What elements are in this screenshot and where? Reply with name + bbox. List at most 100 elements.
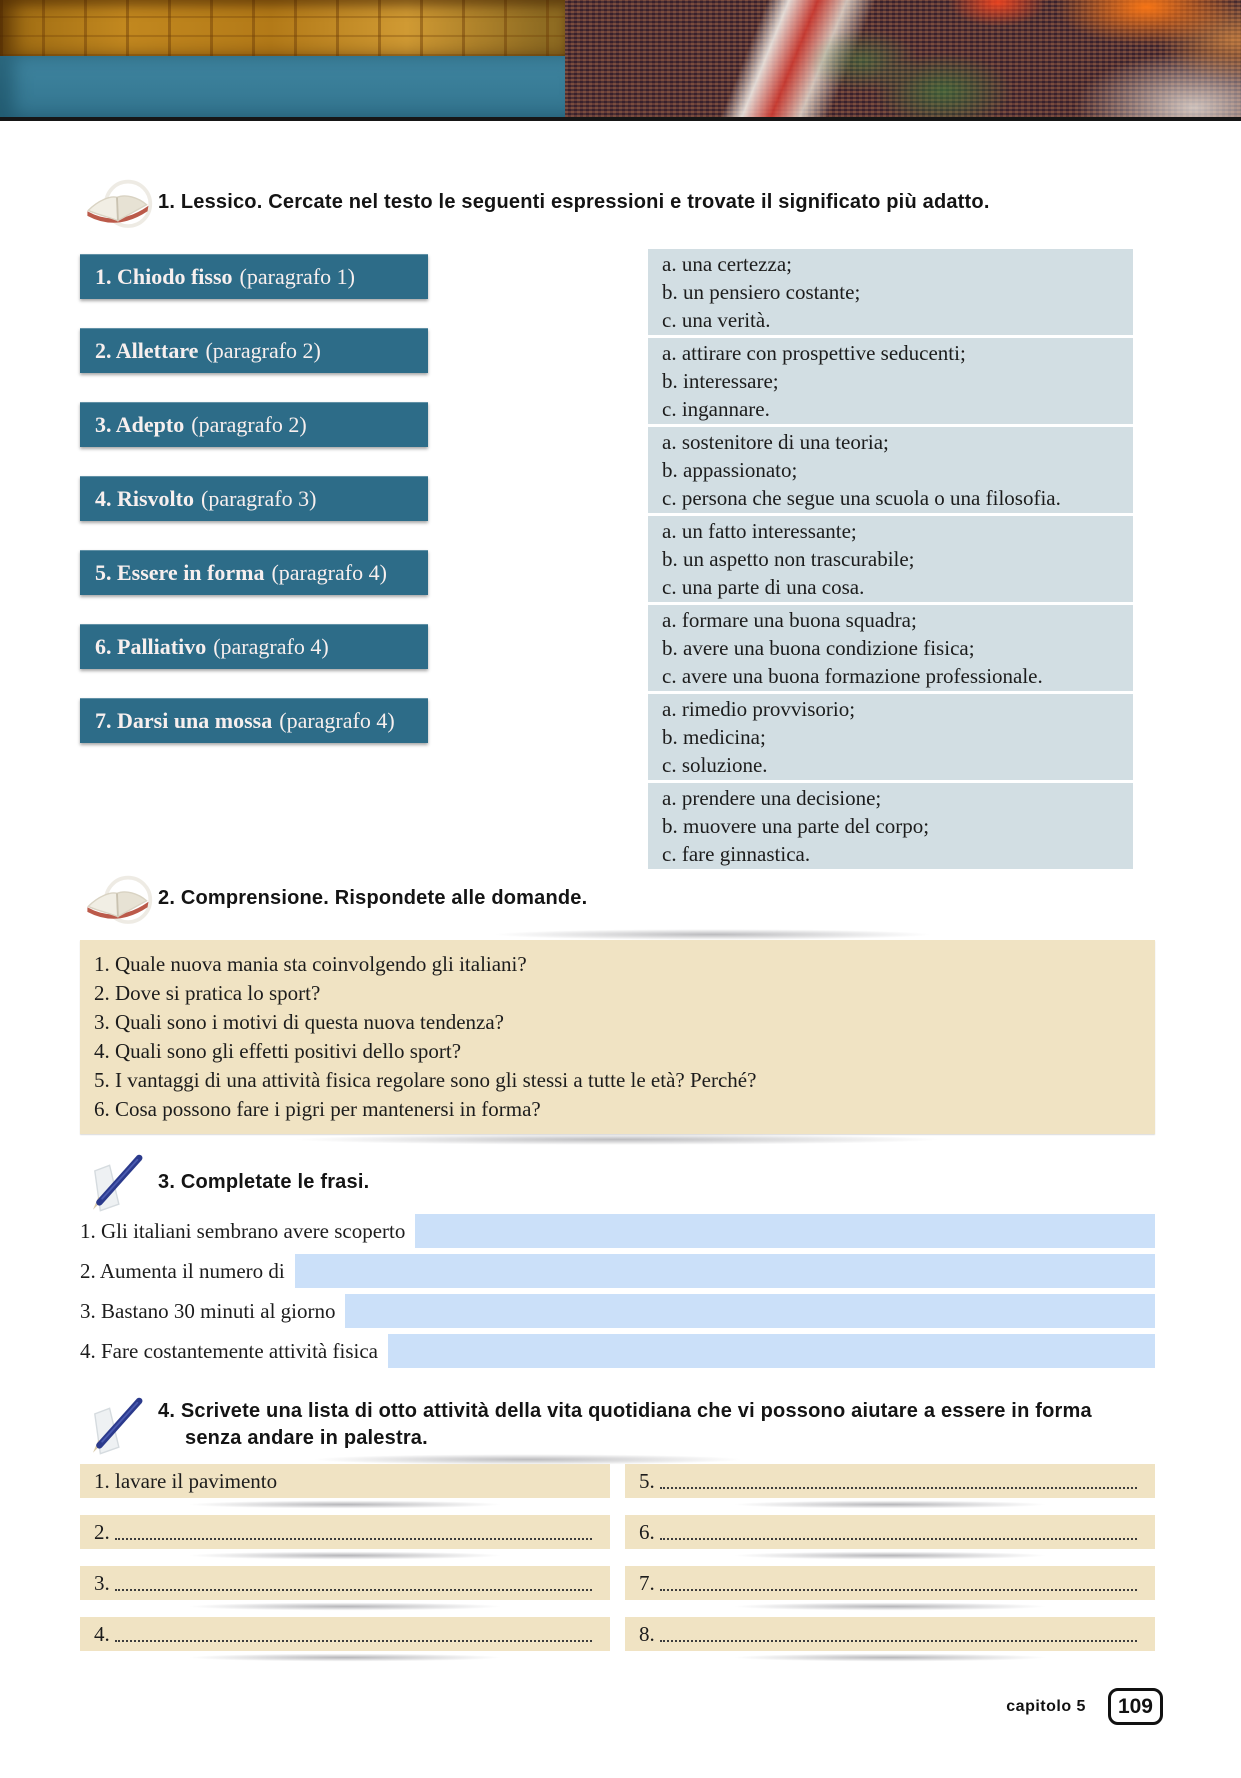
pencil-icon	[92, 1397, 143, 1455]
answer-blank[interactable]	[345, 1294, 1155, 1328]
exercise2-header: 2. Comprensione. Rispondete alle domande…	[80, 864, 1155, 932]
exercise3-title: 3. Completate le frasi.	[158, 1170, 370, 1193]
definition-box: a. prendere una decisione; b. muovere un…	[648, 783, 1133, 869]
question-item: 6. Cosa possono fare i pigri per mantene…	[94, 1097, 541, 1121]
question-item: 1. Quale nuova mania sta coinvolgendo gl…	[94, 952, 527, 976]
definition-box: a. formare una buona squadra; b. avere u…	[648, 605, 1133, 691]
fill-row: 3. Bastano 30 minuti al giorno	[80, 1294, 1155, 1328]
definition-option[interactable]: c. una parte di una cosa.	[662, 575, 865, 599]
definition-option[interactable]: b. interessare;	[662, 369, 779, 393]
dotted-leader	[659, 1640, 1137, 1642]
list-item[interactable]: 7.	[625, 1566, 1155, 1612]
terms-column: 1. Chiodo fisso (paragrafo 1) 2. Allettar…	[80, 249, 428, 872]
teal-band	[0, 56, 565, 117]
fill-row: 1. Gli italiani sembrano avere scoperto	[80, 1214, 1155, 1248]
definition-box: a. rimedio provvisorio; b. medicina; c. …	[648, 694, 1133, 780]
page-footer: capitolo 5 109	[1006, 1688, 1163, 1725]
question-item: 4. Quali sono gli effetti positivi dello…	[94, 1039, 462, 1063]
dotted-leader	[659, 1538, 1137, 1540]
list-item-label: 5.	[639, 1468, 655, 1493]
term-box: 5. Essere in forma (paragrafo 4)	[80, 550, 428, 595]
definition-option[interactable]: b. un aspetto non trascurabile;	[662, 547, 915, 571]
definition-box: a. attirare con prospettive seducenti; b…	[648, 338, 1133, 424]
stadium-crowd-image	[565, 0, 1241, 117]
list-item-label: 7.	[639, 1570, 655, 1595]
question-item: 2. Dove si pratica lo sport?	[94, 981, 321, 1005]
term-paragraph: (paragrafo 4)	[271, 559, 387, 585]
dotted-leader	[114, 1538, 592, 1540]
dotted-leader	[659, 1487, 1137, 1489]
answer-blank[interactable]	[387, 1334, 1155, 1368]
list-item-label: 1. lavare il pavimento	[94, 1468, 278, 1493]
pencil-icon	[92, 1154, 143, 1212]
list-item[interactable]: 2.	[80, 1515, 610, 1561]
definition-option[interactable]: c. persona che segue una scuola o una fi…	[662, 486, 1061, 510]
exercise3-header: 3. Completate le frasi.	[80, 1150, 1155, 1214]
term-label: 6. Palliativo	[95, 633, 207, 659]
term-paragraph: (paragrafo 3)	[201, 485, 317, 511]
term-label: 3. Adepto	[95, 411, 185, 437]
question-item: 3. Quali sono i motivi di questa nuova t…	[94, 1010, 504, 1034]
exercise4-title: 4. Scrivete una lista di otto attività d…	[158, 1400, 1092, 1449]
definition-box: a. una certezza; b. un pensiero costante…	[648, 249, 1133, 335]
brick-wall-image	[0, 0, 565, 56]
definition-option[interactable]: b. muovere una parte del corpo;	[662, 814, 930, 838]
page-number-badge: 109	[1107, 1688, 1163, 1725]
definition-box: a. sostenitore di una teoria; b. appassi…	[648, 427, 1133, 513]
list-item[interactable]: 5.	[625, 1464, 1155, 1510]
definition-option[interactable]: b. medicina;	[662, 725, 766, 749]
definition-option[interactable]: a. prendere una decisione;	[662, 786, 882, 810]
term-label: 2. Allettare	[95, 337, 199, 363]
answer-blank[interactable]	[294, 1254, 1155, 1288]
definition-option[interactable]: c. soluzione.	[662, 753, 768, 777]
chapter-label: capitolo 5	[1006, 1697, 1086, 1715]
dotted-leader	[114, 1640, 592, 1642]
exercise4-header: 4. Scrivete una lista di otto attività d…	[80, 1390, 1155, 1460]
definition-option[interactable]: a. rimedio provvisorio;	[662, 697, 856, 721]
open-book-icon	[87, 179, 153, 228]
questions-box: 1. Quale nuova mania sta coinvolgendo gl…	[80, 940, 1155, 1134]
definition-option[interactable]: c. ingannare.	[662, 397, 770, 421]
definition-option[interactable]: c. fare ginnastica.	[662, 842, 811, 866]
list-item-label: 4.	[94, 1621, 110, 1646]
term-box: 6. Palliativo (paragrafo 4)	[80, 624, 428, 669]
fill-row: 2. Aumenta il numero di	[80, 1254, 1155, 1288]
definition-option[interactable]: a. attirare con prospettive seducenti;	[662, 341, 966, 365]
term-box: 7. Darsi una mossa (paragrafo 4)	[80, 698, 428, 743]
definition-option[interactable]: b. appassionato;	[662, 458, 798, 482]
page-content: 1. Lessico. Cercate nel testo le seguent…	[80, 121, 1155, 1663]
definition-option[interactable]: b. avere una buona condizione fisica;	[662, 636, 975, 660]
list-item[interactable]: 3.	[80, 1566, 610, 1612]
list-item[interactable]: 1. lavare il pavimento	[80, 1464, 610, 1510]
term-label: 4. Risvolto	[95, 485, 194, 511]
term-paragraph: (paragrafo 2)	[205, 337, 321, 363]
term-label: 5. Essere in forma	[95, 559, 265, 585]
matching-exercise: 1. Chiodo fisso (paragrafo 1) 2. Allettar…	[80, 249, 1155, 872]
sentence-stem: 3. Bastano 30 minuti al giorno	[80, 1298, 336, 1323]
list-item[interactable]: 6.	[625, 1515, 1155, 1561]
column-gap	[428, 249, 648, 872]
term-paragraph: (paragrafo 4)	[213, 633, 329, 659]
dotted-leader	[114, 1589, 592, 1591]
definition-option[interactable]: a. formare una buona squadra;	[662, 608, 917, 632]
dotted-leader	[659, 1589, 1137, 1591]
exercise1-title: 1. Lessico. Cercate nel testo le seguent…	[158, 190, 990, 213]
exercise1-header: 1. Lessico. Cercate nel testo le seguent…	[80, 163, 1155, 241]
list-item[interactable]: 8.	[625, 1617, 1155, 1663]
term-paragraph: (paragrafo 1)	[239, 263, 355, 289]
definition-box: a. un fatto interessante; b. un aspetto …	[648, 516, 1133, 602]
definition-option[interactable]: a. sostenitore di una teoria;	[662, 430, 889, 454]
answer-blank[interactable]	[415, 1214, 1155, 1248]
definition-option[interactable]: a. un fatto interessante;	[662, 519, 857, 543]
term-paragraph: (paragrafo 4)	[279, 707, 395, 733]
open-book-icon	[87, 875, 153, 924]
header-left-panel	[0, 0, 565, 117]
definition-option[interactable]: c. avere una buona formazione profession…	[662, 664, 1043, 688]
definition-option[interactable]: a. una certezza;	[662, 252, 792, 276]
list-item-label: 3.	[94, 1570, 110, 1595]
list-item[interactable]: 4.	[80, 1617, 610, 1663]
definition-option[interactable]: b. un pensiero costante;	[662, 280, 861, 304]
definition-option[interactable]: c. una verità.	[662, 308, 771, 332]
question-item: 5. I vantaggi di una attività fisica reg…	[94, 1068, 757, 1092]
